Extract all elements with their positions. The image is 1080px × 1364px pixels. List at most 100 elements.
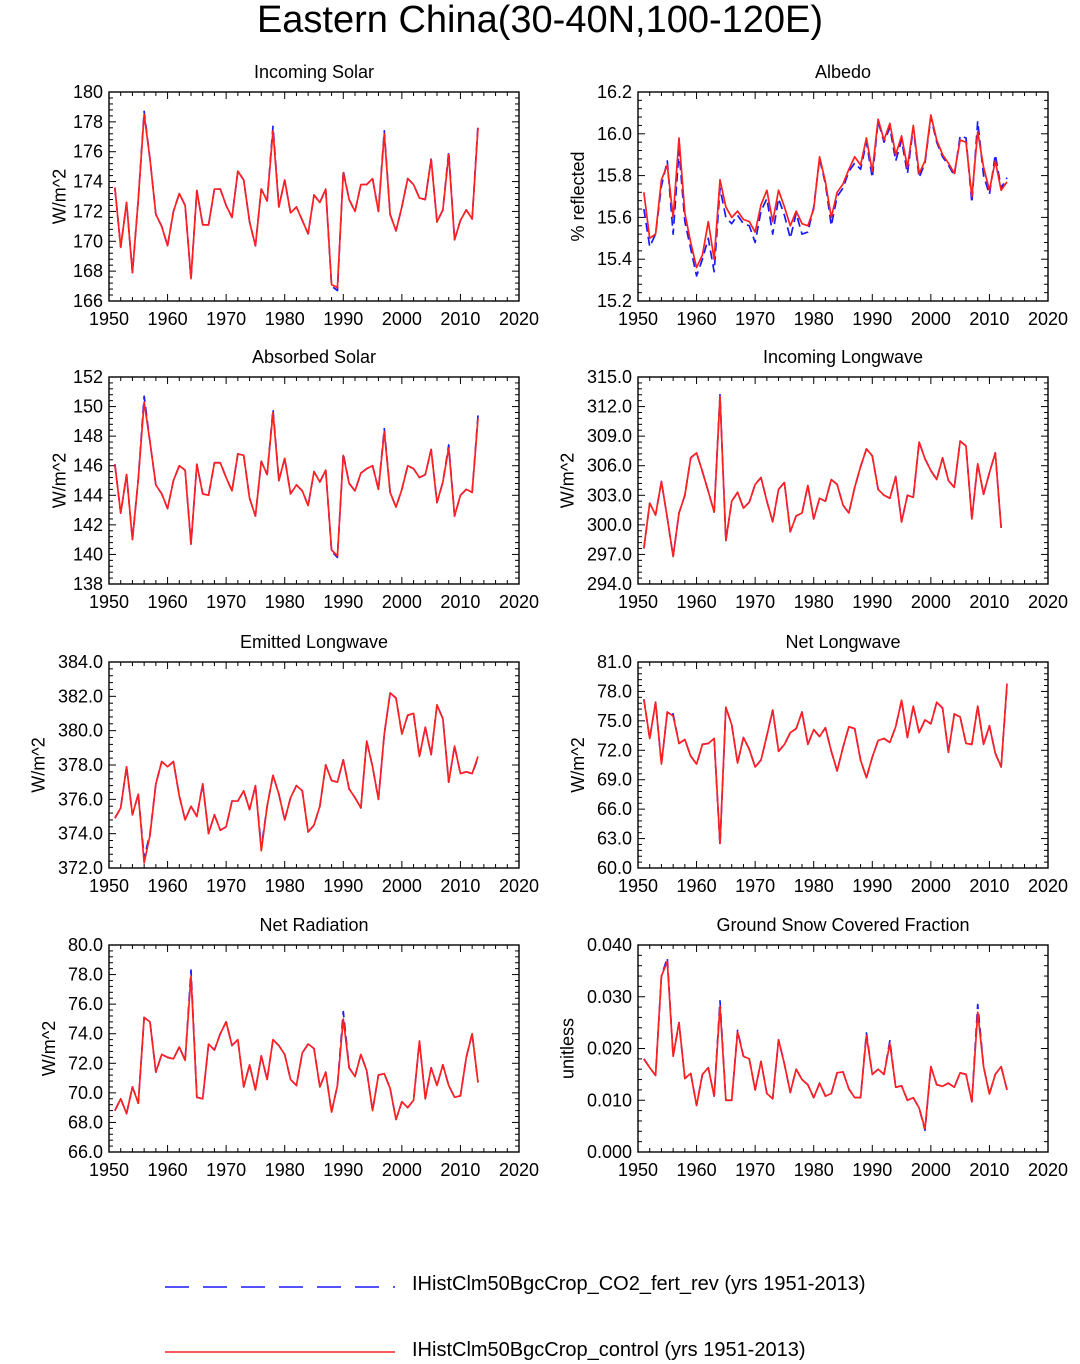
x-tick-label: 1960 (677, 1160, 717, 1180)
x-tick-label: 2010 (969, 309, 1009, 329)
y-tick-label: 74.0 (68, 1024, 103, 1044)
y-axis-label: W/m^2 (39, 1021, 59, 1076)
y-axis-label: W/m^2 (568, 737, 588, 792)
x-tick-label: 1960 (148, 592, 188, 612)
series-line-ihistclm50bgccrop-control-yrs-1951-2013 (643, 114, 1008, 269)
x-tick-label: 2020 (499, 876, 539, 896)
y-tick-label: 303.0 (587, 485, 632, 505)
x-tick-label: 1970 (206, 309, 246, 329)
y-tick-label: 376.0 (58, 789, 103, 809)
x-tick-label: 1950 (89, 309, 129, 329)
y-tick-label: 80.0 (68, 935, 103, 955)
x-tick-label: 2000 (911, 876, 951, 896)
y-tick-label: 0.010 (587, 1090, 632, 1110)
figure-title: Eastern China(30-40N,100-120E) (256, 0, 824, 41)
panel-net-longwave: 1950 1960 1970 1980 1990 2000 2010 2020 60.0 63.0… (568, 632, 1068, 896)
plot-frame (637, 944, 1049, 1153)
y-tick-label: 138 (73, 574, 103, 594)
x-tick-label: 1990 (852, 309, 892, 329)
x-tick-label: 1950 (89, 876, 129, 896)
y-tick-label: 178 (73, 112, 103, 132)
y-tick-label: 60.0 (597, 858, 632, 878)
panel-incoming-longwave: 1950 1960 1970 1980 1990 2000 2010 2020 294.0 297… (558, 347, 1069, 612)
y-tick-label: 16.2 (597, 82, 632, 102)
plot-frame (108, 91, 520, 302)
series-line-ihistclm50bgccrop-co2-fert-rev-yrs-1951-2013 (114, 969, 479, 1121)
y-tick-label: 146 (73, 456, 103, 476)
y-tick-label: 380.0 (58, 721, 103, 741)
y-tick-label: 15.4 (597, 249, 632, 269)
x-tick-label: 2000 (382, 1160, 422, 1180)
plot-frame (637, 376, 1049, 585)
y-tick-label: 172 (73, 201, 103, 221)
x-tick-label: 1990 (323, 876, 363, 896)
y-tick-label: 168 (73, 261, 103, 281)
series-line-ihistclm50bgccrop-control-yrs-1951-2013 (114, 692, 479, 864)
x-tick-label: 1970 (735, 592, 775, 612)
series-line-ihistclm50bgccrop-control-yrs-1951-2013 (114, 113, 479, 289)
x-tick-label: 1990 (323, 592, 363, 612)
x-tick-label: 2020 (1028, 592, 1068, 612)
y-tick-label: 309.0 (587, 426, 632, 446)
y-axis-label: W/m^2 (29, 737, 49, 792)
x-tick-label: 1970 (206, 592, 246, 612)
panel-title: Absorbed Solar (252, 347, 376, 367)
x-tick-label: 2000 (382, 592, 422, 612)
y-tick-label: 140 (73, 544, 103, 564)
series-line-ihistclm50bgccrop-co2-fert-rev-yrs-1951-2013 (643, 685, 1008, 847)
x-tick-label: 1980 (265, 1160, 305, 1180)
y-tick-label: 294.0 (587, 574, 632, 594)
y-axis-label: W/m^2 (50, 169, 70, 224)
y-tick-label: 16.0 (597, 124, 632, 144)
y-tick-label: 174 (73, 172, 103, 192)
x-tick-label: 2000 (911, 1160, 951, 1180)
x-tick-label: 2020 (1028, 876, 1068, 896)
y-tick-label: 72.0 (597, 740, 632, 760)
y-tick-label: 0.000 (587, 1142, 632, 1162)
panel-title: Incoming Longwave (763, 347, 923, 367)
plot-frame (637, 91, 1049, 302)
panel-emitted-longwave: 1950 1960 1970 1980 1990 2000 2010 2020 372.0 374… (29, 632, 540, 896)
x-tick-label: 2010 (969, 592, 1009, 612)
series-line-ihistclm50bgccrop-co2-fert-rev-yrs-1951-2013 (114, 110, 479, 292)
x-tick-label: 1950 (618, 876, 658, 896)
x-tick-label: 2000 (911, 309, 951, 329)
x-tick-label: 1970 (735, 1160, 775, 1180)
y-tick-label: 68.0 (68, 1112, 103, 1132)
y-axis-label: W/m^2 (558, 453, 578, 508)
x-tick-label: 2010 (440, 309, 480, 329)
x-tick-label: 1960 (148, 309, 188, 329)
x-tick-label: 2020 (499, 1160, 539, 1180)
y-tick-label: 142 (73, 515, 103, 535)
x-tick-label: 2020 (1028, 1160, 1068, 1180)
x-tick-label: 1990 (323, 1160, 363, 1180)
y-tick-label: 166 (73, 291, 103, 311)
y-tick-label: 81.0 (597, 652, 632, 672)
y-tick-label: 0.040 (587, 935, 632, 955)
y-tick-label: 315.0 (587, 367, 632, 387)
series-line-ihistclm50bgccrop-control-yrs-1951-2013 (114, 401, 479, 557)
x-tick-label: 2020 (499, 309, 539, 329)
x-tick-label: 1990 (852, 876, 892, 896)
y-axis-label: W/m^2 (50, 453, 70, 508)
x-tick-label: 1990 (852, 592, 892, 612)
x-tick-label: 1970 (206, 876, 246, 896)
x-tick-label: 2020 (1028, 309, 1068, 329)
panel-title: Ground Snow Covered Fraction (716, 915, 969, 935)
x-tick-label: 1990 (323, 309, 363, 329)
y-tick-label: 300.0 (587, 515, 632, 535)
x-tick-label: 1950 (618, 1160, 658, 1180)
x-tick-label: 1980 (265, 592, 305, 612)
panel-ground-snow-covered-fraction: 1950 1960 1970 1980 1990 2000 2010 2020 0.000 0.0… (558, 915, 1069, 1180)
x-tick-label: 2010 (969, 1160, 1009, 1180)
y-tick-label: 372.0 (58, 858, 103, 878)
panel-albedo: 1950 1960 1970 1980 1990 2000 2010 2020 15.2 15.4… (568, 62, 1068, 329)
y-tick-label: 70.0 (68, 1083, 103, 1103)
y-tick-label: 176 (73, 142, 103, 162)
x-tick-label: 2000 (382, 309, 422, 329)
x-tick-label: 2000 (911, 592, 951, 612)
y-tick-label: 152 (73, 367, 103, 387)
y-tick-label: 63.0 (597, 829, 632, 849)
legend-label-control: IHistClm50BgcCrop_control (yrs 1951-2013… (412, 1339, 806, 1361)
